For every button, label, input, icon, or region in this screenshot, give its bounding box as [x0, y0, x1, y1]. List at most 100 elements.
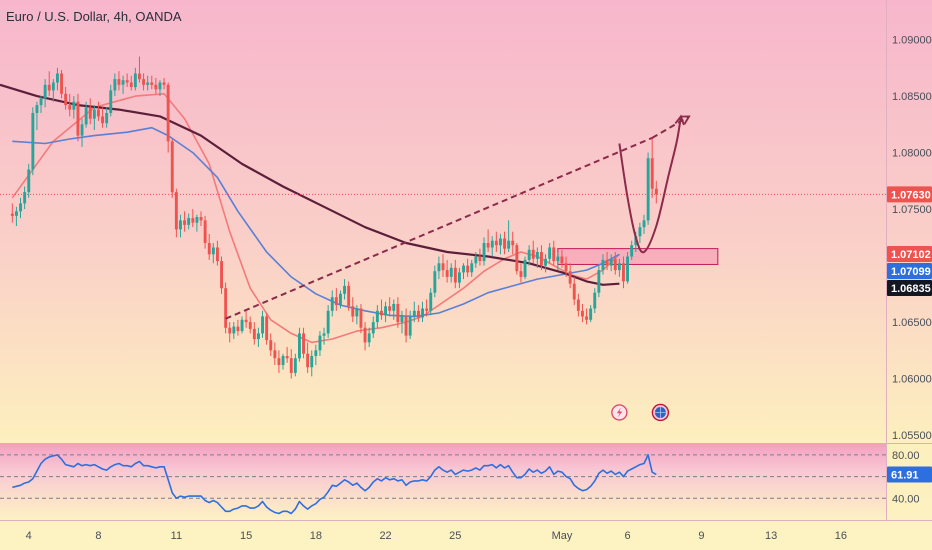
candle — [408, 310, 412, 340]
candle — [453, 259, 457, 289]
price-tick-label: 1.08000 — [892, 148, 932, 160]
candle-body — [581, 310, 584, 317]
candle — [162, 77, 166, 90]
candle-body — [392, 304, 396, 311]
candle — [552, 240, 556, 266]
candle — [449, 263, 453, 283]
candle-body — [466, 265, 470, 273]
candle — [626, 252, 629, 284]
candle — [589, 305, 593, 323]
candle-body — [15, 211, 18, 216]
candle-body — [27, 169, 31, 193]
candle — [326, 305, 330, 338]
candle-body — [507, 240, 511, 249]
candle-body — [244, 319, 248, 323]
candle — [388, 297, 392, 317]
candle — [232, 322, 236, 340]
candle-body — [174, 192, 178, 230]
candle — [503, 231, 506, 255]
candle-body — [499, 238, 502, 246]
candle — [121, 75, 125, 94]
candle — [622, 256, 625, 289]
ma-tag-fast: 1.07102 — [887, 246, 932, 263]
candle — [285, 346, 289, 363]
candle — [375, 305, 379, 328]
candle-body — [453, 267, 457, 283]
price-tick-label: 1.05500 — [892, 430, 932, 442]
time-tick-label: 18 — [310, 530, 322, 542]
candle-body — [51, 82, 55, 91]
candle — [125, 73, 129, 88]
candle-body — [224, 288, 228, 328]
candle-body — [43, 84, 47, 99]
candle-body — [289, 358, 293, 373]
candle — [363, 322, 367, 351]
candle-body — [593, 292, 597, 309]
candle — [133, 67, 137, 91]
candle-body — [462, 265, 465, 273]
current-price-tag-bg — [887, 186, 932, 203]
candle-body — [142, 79, 145, 85]
price-tick-label: 1.06000 — [892, 374, 932, 386]
candle — [556, 252, 560, 271]
candle-body — [109, 90, 113, 113]
candle — [64, 87, 68, 110]
candle-body — [494, 240, 498, 246]
candle-body — [257, 333, 260, 340]
candle — [289, 349, 293, 379]
candle — [462, 263, 465, 280]
candle — [523, 256, 527, 280]
candle — [384, 301, 387, 323]
candle — [19, 197, 22, 219]
candle — [458, 267, 461, 289]
rsi-pane-background — [0, 444, 886, 520]
candle-body — [490, 240, 494, 248]
candle-body — [162, 82, 166, 85]
candle — [367, 327, 371, 347]
candle-body — [330, 297, 334, 311]
time-tick-label: 6 — [625, 530, 631, 542]
candle-body — [298, 333, 301, 359]
candle — [101, 107, 104, 128]
candle — [339, 290, 342, 309]
candle-body — [458, 272, 461, 283]
candle — [347, 281, 351, 311]
candle — [154, 77, 158, 94]
candles-layer — [10, 56, 658, 379]
time-axis: 4 8 11 15 18 22 25 May 6 9 13 16 — [26, 530, 847, 542]
projection-arrow-head — [674, 114, 685, 126]
markers-layer — [611, 403, 670, 422]
zone-layer — [557, 248, 719, 265]
time-tick-label: 22 — [379, 530, 391, 542]
candle — [265, 313, 269, 345]
candle-body — [60, 73, 63, 94]
candle-body — [343, 285, 346, 294]
candle — [560, 249, 564, 268]
candle — [445, 259, 449, 283]
candle — [630, 240, 634, 260]
candle-body — [626, 256, 629, 282]
globe-icon — [651, 403, 670, 422]
time-tick-label: 25 — [449, 530, 461, 542]
projection-curve — [618, 116, 682, 254]
candle-body — [76, 101, 80, 136]
candle-body — [359, 308, 363, 328]
candle-body — [232, 326, 236, 334]
candle-body — [187, 218, 191, 225]
candle — [47, 71, 51, 97]
candle — [224, 282, 228, 334]
ma-tag-mid-label: 1.07099 — [891, 266, 931, 278]
candle-body — [121, 80, 125, 85]
candle-body — [408, 316, 412, 336]
candle-body — [322, 333, 326, 336]
ma-tag-slow: 1.06835 — [887, 280, 932, 297]
candle — [109, 84, 113, 117]
candle-body — [478, 256, 482, 261]
time-tick-label: May — [552, 530, 573, 542]
candle — [220, 256, 223, 294]
candle-body — [622, 263, 625, 282]
candle-body — [540, 252, 543, 266]
candle — [293, 353, 297, 377]
candle — [617, 258, 621, 277]
